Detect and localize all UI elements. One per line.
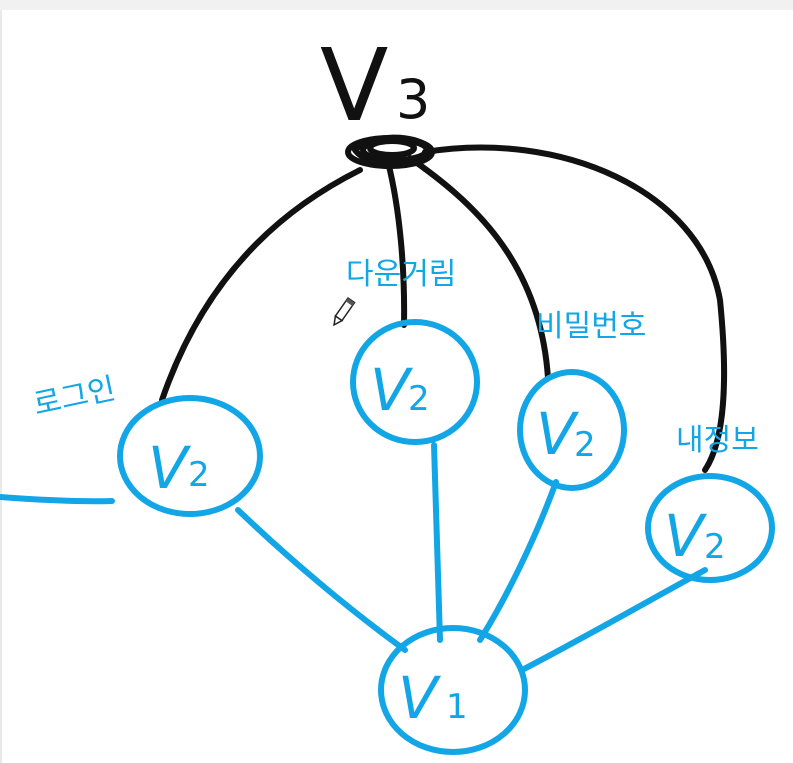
- window-top-edge: [0, 0, 793, 10]
- stray-stroke: [0, 494, 115, 505]
- root-node-label: V 3: [320, 27, 430, 144]
- blue-edges: [235, 442, 708, 673]
- edge-v3-myinfo: [422, 144, 728, 473]
- node-base-letter: V: [398, 664, 442, 732]
- node-myinfo-label: 내정보: [676, 423, 759, 458]
- node-download-label: 다운거림: [346, 257, 456, 292]
- node-download-circle: [350, 319, 480, 445]
- root-letter: V: [320, 27, 388, 144]
- edge-v3-download: [385, 159, 408, 328]
- node-myinfo: V 2 내정보: [645, 423, 775, 583]
- node-download: V 2 다운거림: [346, 257, 480, 445]
- edge-login-base: [235, 507, 408, 653]
- edge-download-base: [431, 442, 443, 643]
- node-myinfo-index: 2: [704, 527, 726, 567]
- edge-v3-login: [159, 167, 363, 403]
- node-password-label: 비밀번호: [536, 309, 646, 344]
- node-base-index: 1: [446, 687, 468, 727]
- node-login-index: 2: [188, 455, 210, 495]
- node-download-letter: V: [370, 356, 414, 424]
- edge-v3-password: [407, 155, 551, 381]
- node-login-label: 로그인: [30, 371, 118, 422]
- node-download-index: 2: [408, 379, 430, 419]
- edge-myinfo-base: [519, 567, 708, 673]
- window-left-edge: [0, 10, 2, 763]
- node-password: V 2 비밀번호: [517, 309, 646, 491]
- node-base-circle: [378, 625, 528, 755]
- node-login-circle: [117, 395, 263, 517]
- root-knot: [345, 134, 435, 169]
- node-password-index: 2: [574, 425, 596, 465]
- node-base: V 1: [378, 625, 528, 755]
- black-edges: [159, 144, 728, 473]
- node-myinfo-circle: [645, 473, 775, 583]
- node-login: V 2 로그인: [30, 371, 263, 517]
- node-myinfo-letter: V: [664, 502, 708, 570]
- root-index: 3: [396, 68, 430, 131]
- edge-password-base: [477, 479, 559, 643]
- node-login-letter: V: [148, 434, 192, 502]
- node-password-circle: [517, 369, 627, 491]
- node-password-letter: V: [536, 400, 580, 468]
- pencil-cursor-icon: [333, 296, 356, 327]
